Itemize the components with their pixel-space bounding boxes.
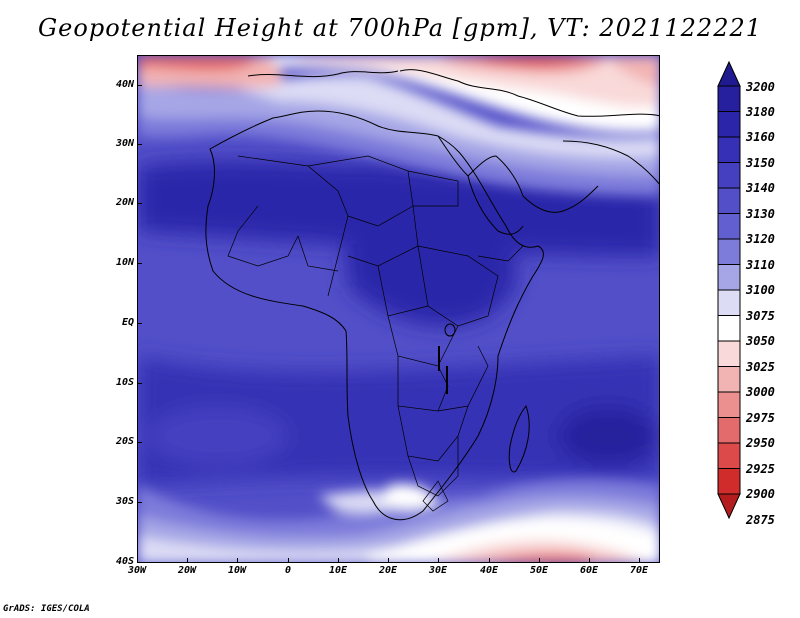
country-borders [227, 155, 524, 512]
lat-tick [137, 85, 142, 86]
lon-tick [288, 558, 289, 563]
lon-label-50e: 50E [529, 565, 549, 576]
lake-features [438, 323, 456, 394]
colorbar-swatch [717, 111, 741, 138]
lon-tick [639, 558, 640, 563]
lon-label-20w: 20W [177, 565, 197, 576]
colorbar-label: 3180 [746, 104, 775, 119]
lat-label-10n: 10N [115, 257, 134, 268]
lat-tick [137, 203, 142, 204]
colorbar-label: 3120 [746, 232, 775, 246]
colorbar-swatch [717, 289, 741, 316]
lon-tick [589, 558, 590, 563]
lon-label-30e: 30E [428, 565, 448, 576]
lon-tick [539, 558, 540, 563]
colorbar-swatch [717, 162, 741, 189]
colorbar-label: 3200 [746, 80, 775, 94]
colorbar-swatch [717, 442, 741, 469]
colorbar-label: 3140 [746, 181, 775, 195]
colorbar-label: 3110 [746, 257, 775, 272]
lon-tick [388, 558, 389, 563]
lon-tick [338, 558, 339, 563]
deep-blue-bands [138, 160, 659, 486]
colorbar-label: 2900 [746, 487, 775, 501]
lon-tick [237, 558, 238, 563]
colorbar-swatch [717, 315, 741, 342]
colorbar-label: 3050 [746, 334, 775, 348]
map-plot-area [137, 55, 660, 563]
colorbar-swatch [717, 340, 741, 367]
lat-label-30s: 30S [115, 496, 134, 507]
colorbar-label: 3075 [746, 308, 775, 323]
lon-label-40e: 40E [479, 565, 499, 576]
colorbar-swatch [717, 391, 741, 418]
grads-credit: GrADS: IGES/COLA [3, 604, 90, 614]
colorbar-bottom-arrow [717, 493, 741, 520]
lat-label-40n: 40N [115, 79, 134, 90]
colorbar-label: 3025 [746, 359, 775, 374]
colorbar-swatch [717, 366, 741, 393]
lon-label-30w: 30W [127, 565, 147, 576]
colorbar-label: 2975 [746, 410, 775, 425]
lat-tick [137, 323, 142, 324]
colorbar-label: 3000 [746, 385, 775, 399]
north-gradient [138, 56, 659, 196]
colorbar-swatch [717, 238, 741, 265]
colorbar-top-arrow [717, 60, 741, 87]
coastlines [205, 69, 659, 521]
colorbar-label: 2925 [746, 461, 775, 476]
lat-label-eq: EQ [121, 317, 134, 328]
lon-label-0: 0 [284, 565, 292, 576]
lat-tick [137, 263, 142, 264]
lon-tick [438, 558, 439, 563]
colorbar-label: 3100 [746, 283, 775, 297]
colorbar-swatch [717, 136, 741, 163]
lat-tick [137, 144, 142, 145]
colorbar-label: 2950 [746, 436, 775, 450]
lon-label-10e: 10E [328, 565, 348, 576]
colorbar-swatch [717, 264, 741, 291]
height-field-map [138, 56, 659, 562]
colorbar-label: 3160 [746, 130, 775, 144]
lat-tick [137, 383, 142, 384]
map-title: Geopotential Height at 700hPa [gpm], VT:… [38, 14, 762, 42]
lat-tick [137, 442, 142, 443]
lat-label-20s: 20S [115, 436, 134, 447]
colorbar-swatch [717, 85, 741, 112]
lat-label-10s: 10S [115, 377, 134, 388]
colorbar-label: 2875 [746, 512, 775, 527]
lon-label-70e: 70E [629, 565, 649, 576]
colorbar [717, 60, 741, 520]
south-gradient [138, 479, 659, 562]
lat-tick [137, 502, 142, 503]
colorbar-swatch [717, 187, 741, 214]
lon-label-60e: 60E [579, 565, 599, 576]
lat-label-40s: 40S [115, 556, 134, 567]
colorbar-swatch [717, 213, 741, 240]
colorbar-label: 3150 [746, 155, 775, 170]
lat-label-20n: 20N [115, 197, 134, 208]
colorbar-swatch [717, 417, 741, 444]
colorbar-label: 3130 [746, 206, 775, 221]
colorbar-swatch [717, 468, 741, 495]
lat-label-30n: 30N [115, 138, 134, 149]
lon-label-10w: 10W [227, 565, 247, 576]
lon-tick [187, 558, 188, 563]
lon-label-20e: 20E [378, 565, 398, 576]
lon-tick [489, 558, 490, 563]
